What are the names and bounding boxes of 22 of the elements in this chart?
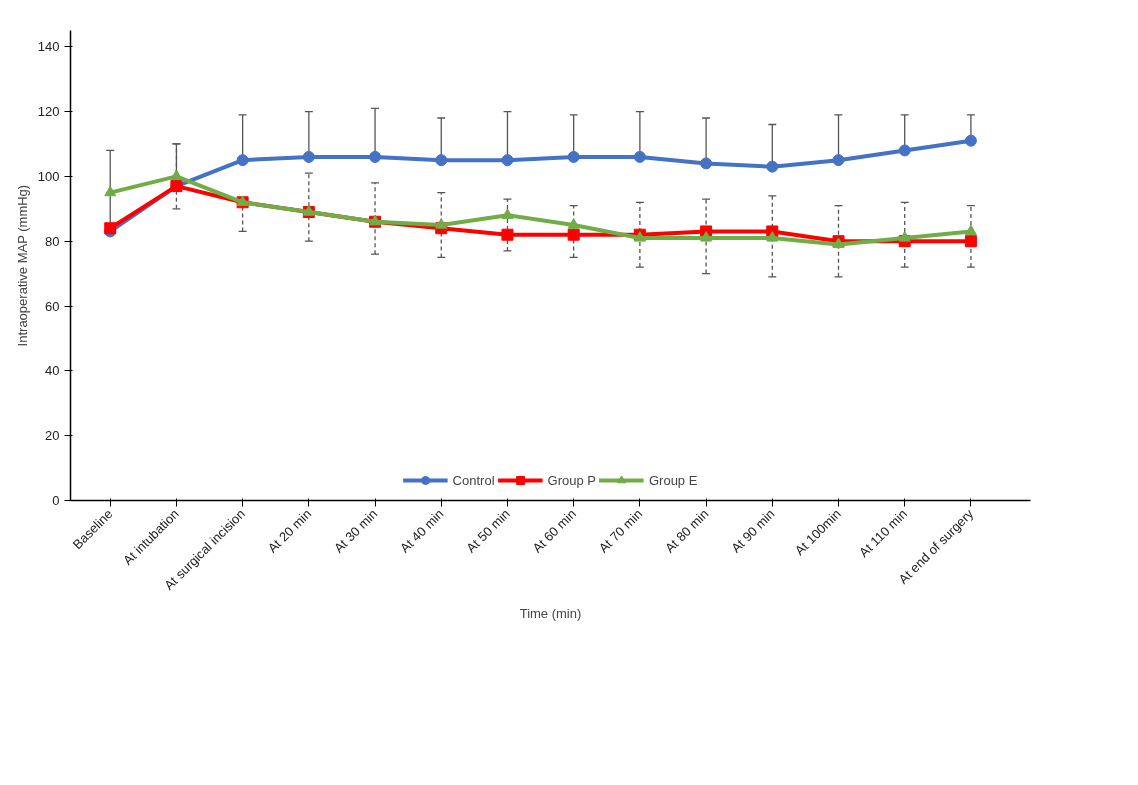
y-tick-label: 60 [45,298,60,314]
x-tick-label: At 60 min [529,506,579,556]
y-tick-label: 100 [37,168,60,184]
legend-label: Group P [547,472,596,488]
y-tick-label: 20 [45,428,60,444]
x-tick-label: At 30 min [330,506,381,556]
x-tick-label: At 40 min [397,506,447,556]
x-axis-title: Time (min) [519,606,582,622]
x-tick-label: At 90 min [728,506,778,556]
y-tick-label: 80 [45,233,60,249]
legend-label: Group E [648,472,698,488]
x-tick-label: At 50 min [463,506,513,556]
x-tick-label: At 110 min [856,506,911,561]
y-tick-label: 120 [37,104,60,120]
x-tick-label: At 80 min [661,506,712,556]
y-tick-label: 0 [52,493,60,508]
y-tick-label: 140 [37,39,60,55]
y-tick-label: 40 [45,363,60,379]
x-tick-label: At 20 min [264,506,315,556]
legend-label: Control [452,472,495,488]
x-tick-label: At 70 min [595,506,646,556]
y-axis-title: Intraoperative MAP (mmHg) [14,184,30,347]
